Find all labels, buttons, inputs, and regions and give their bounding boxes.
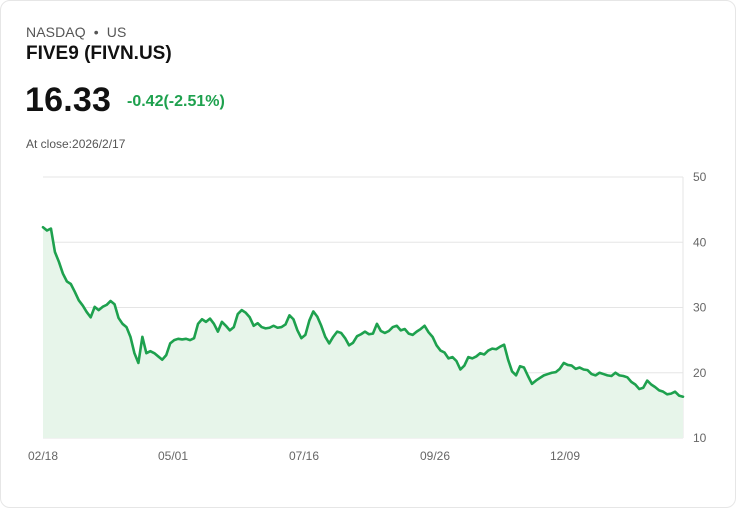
stock-price: 16.33: [25, 81, 112, 119]
close-date: At close:2026/2/17: [26, 137, 126, 151]
y-tick-label: 50: [693, 170, 707, 184]
price-area-fill: [43, 227, 683, 438]
price-change: -0.42(-2.51%): [127, 93, 225, 110]
stock-title: FIVE9 (FIVN.US): [26, 43, 172, 64]
x-tick-label: 09/26: [420, 449, 450, 463]
price-line: [41, 225, 685, 398]
y-tick-label: 40: [693, 235, 707, 249]
y-tick-label: 20: [693, 366, 707, 380]
y-tick-label: 10: [693, 431, 707, 445]
y-tick-label: 30: [693, 301, 707, 315]
price-chart: 50 40 30 20 10 02/18 05/01 07/16 09/26 12/09: [28, 170, 707, 463]
region-label: US: [106, 24, 127, 40]
exchange-line: NASDAQ • US: [26, 24, 126, 40]
x-tick-label: 07/16: [289, 449, 319, 463]
separator-dot: •: [93, 24, 99, 40]
exchange-label: NASDAQ: [26, 24, 86, 40]
x-tick-label: 05/01: [158, 449, 188, 463]
x-tick-label: 12/09: [550, 449, 580, 463]
x-tick-label: 02/18: [28, 449, 58, 463]
